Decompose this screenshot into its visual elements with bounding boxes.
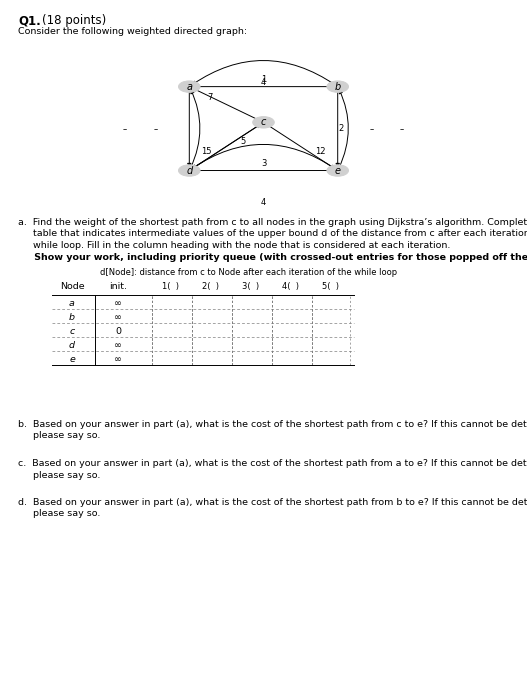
Text: c: c	[70, 327, 75, 336]
Circle shape	[327, 164, 348, 176]
Text: c: c	[261, 118, 266, 127]
Text: d: d	[186, 165, 192, 176]
Text: b: b	[69, 313, 75, 322]
Text: –: –	[399, 125, 404, 134]
Text: ∞: ∞	[114, 355, 122, 364]
Text: 5: 5	[241, 136, 246, 146]
Text: Show your work, including priority queue (with crossed-out entries for those pop: Show your work, including priority queue…	[18, 253, 527, 262]
Text: Q1.: Q1.	[18, 14, 41, 27]
Text: 1: 1	[261, 75, 266, 84]
Text: d.  Based on your answer in part (a), what is the cost of the shortest path from: d. Based on your answer in part (a), wha…	[18, 498, 527, 507]
Text: –: –	[369, 125, 374, 134]
Text: table that indicates intermediate values of the upper bound d of the distance fr: table that indicates intermediate values…	[18, 230, 527, 239]
Text: b.  Based on your answer in part (a), what is the cost of the shortest path from: b. Based on your answer in part (a), wha…	[18, 420, 527, 429]
Text: 4(  ): 4( )	[282, 282, 299, 291]
Text: a: a	[69, 299, 75, 308]
Text: please say so.: please say so.	[18, 510, 100, 519]
Text: 4: 4	[261, 78, 266, 87]
Text: b: b	[335, 82, 341, 92]
Text: a: a	[187, 82, 192, 92]
Text: 3(  ): 3( )	[242, 282, 260, 291]
Text: while loop. Fill in the column heading with the node that is considered at each : while loop. Fill in the column heading w…	[18, 241, 451, 250]
Text: –: –	[153, 125, 158, 134]
Text: init.: init.	[109, 282, 127, 291]
Text: 0: 0	[115, 327, 121, 336]
Text: c.  Based on your answer in part (a), what is the cost of the shortest path from: c. Based on your answer in part (a), wha…	[18, 459, 527, 468]
Text: 15: 15	[201, 147, 211, 156]
Circle shape	[179, 164, 200, 176]
Text: Consider the following weighted directed graph:: Consider the following weighted directed…	[18, 27, 247, 36]
Text: ∞: ∞	[114, 299, 122, 308]
Text: a.  Find the weight of the shortest path from c to all nodes in the graph using : a. Find the weight of the shortest path …	[18, 218, 527, 227]
Text: 2: 2	[339, 124, 344, 133]
Text: d: d	[69, 341, 75, 350]
Text: 4: 4	[261, 197, 266, 206]
Text: ∞: ∞	[114, 313, 122, 322]
Text: e: e	[335, 165, 340, 176]
Text: 12: 12	[316, 147, 326, 156]
Text: 2(  ): 2( )	[202, 282, 220, 291]
Text: 7: 7	[207, 93, 212, 102]
Circle shape	[253, 117, 274, 128]
Text: –: –	[123, 125, 128, 134]
Text: 5(  ): 5( )	[323, 282, 339, 291]
Text: please say so.: please say so.	[18, 431, 100, 440]
Circle shape	[327, 81, 348, 92]
Text: Node: Node	[60, 282, 84, 291]
Text: 1(  ): 1( )	[162, 282, 180, 291]
Text: ∞: ∞	[114, 341, 122, 350]
Text: d[Node]: distance from c to Node after each iteration of the while loop: d[Node]: distance from c to Node after e…	[100, 268, 397, 277]
Text: e: e	[69, 355, 75, 364]
Text: please say so.: please say so.	[18, 470, 100, 480]
Text: 3: 3	[261, 159, 266, 168]
Circle shape	[179, 81, 200, 92]
Text: (18 points): (18 points)	[42, 14, 106, 27]
